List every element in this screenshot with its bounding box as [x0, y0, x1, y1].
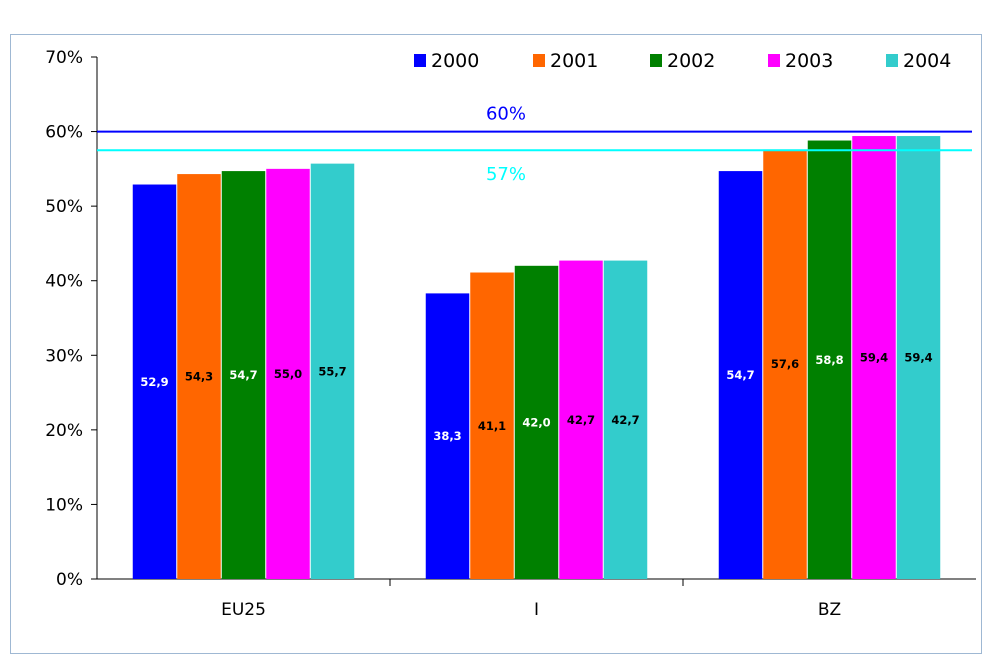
legend-label: 2001 — [550, 50, 598, 72]
legend-label: 2003 — [785, 50, 833, 72]
legend: 2000 2001 2002 2003 2004 — [414, 50, 951, 72]
bar-value-label: 57,6 — [771, 357, 799, 371]
axes: 0% 10% 20% 30% 40% 50% 60% 70% EU25 I BZ — [45, 48, 976, 620]
y-tick-label: 0% — [56, 570, 83, 590]
bar — [896, 136, 941, 579]
x-tick-label: I — [534, 600, 539, 620]
bar — [718, 171, 763, 579]
bar — [132, 184, 177, 579]
y-tick-label: 40% — [45, 272, 83, 292]
bar-value-label: 59,4 — [904, 351, 932, 365]
bar-value-label: 42,7 — [567, 413, 595, 427]
y-tick-label: 50% — [45, 197, 83, 217]
legend-swatch — [886, 54, 898, 67]
legend-swatch — [768, 54, 780, 67]
bar — [852, 136, 896, 579]
bar-value-label: 42,7 — [611, 413, 639, 427]
legend-swatch — [533, 54, 545, 67]
bar — [603, 260, 648, 579]
reference-lines: 60% 57% — [97, 104, 972, 185]
legend-swatch — [414, 54, 426, 67]
bar-value-label: 54,3 — [185, 370, 213, 384]
top-strip — [0, 0, 993, 34]
bar-value-label: 41,1 — [478, 419, 506, 433]
x-tick-label: EU25 — [221, 600, 266, 620]
legend-label: 2004 — [903, 50, 951, 72]
bar-value-label: 58,8 — [815, 353, 843, 367]
bar — [559, 260, 603, 579]
legend-label: 2000 — [431, 50, 479, 72]
bar — [177, 174, 221, 579]
bar-value-label: 38,3 — [433, 429, 461, 443]
chart-svg: 0%10%20%30%40%50%60%70%EU25 I BZ 52,9 54,3 5… — [45, 48, 976, 620]
bar-value-label: 55,7 — [318, 364, 346, 378]
bar-value-label: 59,4 — [860, 351, 888, 365]
bar-value-label: 54,7 — [726, 368, 754, 382]
reference-line-label: 57% — [486, 164, 526, 185]
legend-label: 2002 — [667, 50, 715, 72]
y-tick-label: 20% — [45, 421, 83, 441]
bar — [221, 171, 266, 579]
y-tick-label: 30% — [45, 346, 83, 366]
x-tick-label: BZ — [818, 600, 841, 620]
y-tick-label: 60% — [45, 123, 83, 143]
legend-swatch — [650, 54, 662, 67]
bar — [807, 140, 852, 579]
bars: 52,9 54,3 54,7 55,0 55,7 38,3 41,1 42,0 42,7 42,7… — [132, 136, 941, 579]
bar — [310, 163, 355, 579]
bar — [425, 293, 470, 579]
bar — [470, 272, 514, 579]
bar-value-label: 54,7 — [229, 368, 257, 382]
reference-line-label: 60% — [486, 104, 526, 125]
bar — [514, 265, 559, 579]
y-tick-label: 70% — [45, 48, 83, 68]
y-tick-label: 10% — [45, 495, 83, 515]
bar-value-label: 52,9 — [140, 375, 168, 389]
bar — [266, 168, 310, 579]
bar-value-label: 42,0 — [522, 415, 550, 429]
bar-value-label: 55,0 — [274, 367, 302, 381]
bar — [763, 149, 807, 579]
